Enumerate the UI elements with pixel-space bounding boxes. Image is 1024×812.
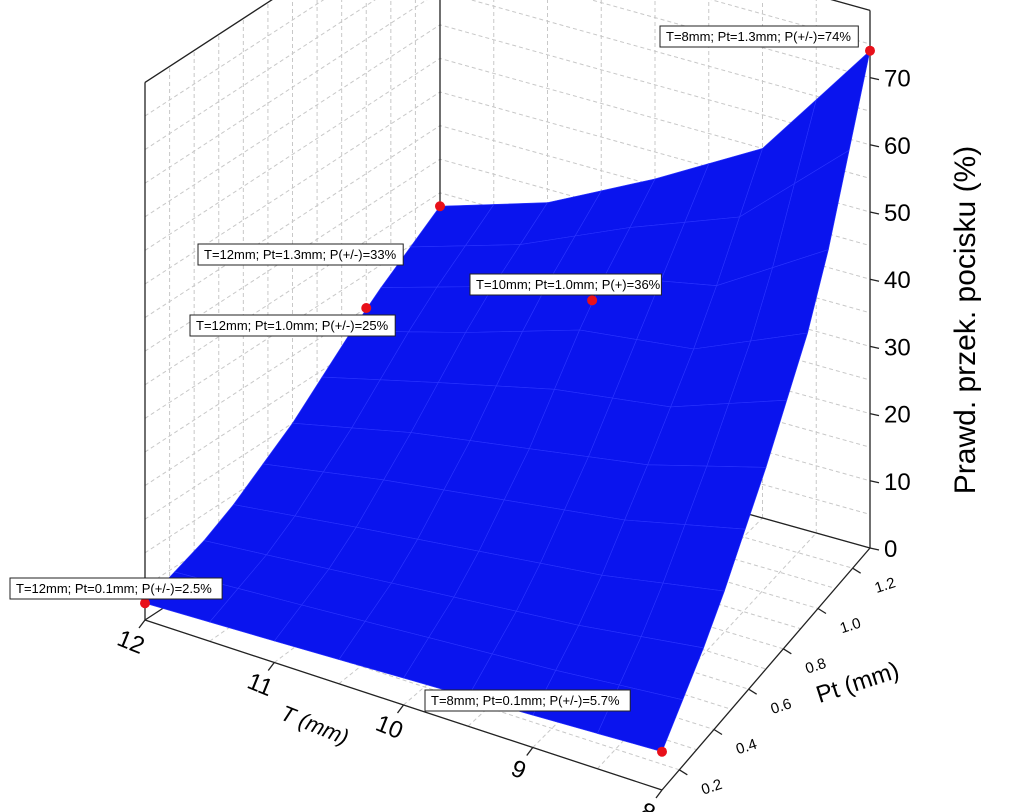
frame-edge <box>144 0 273 83</box>
annotation-labels: T=8mm; Pt=1.3mm; P(+/-)=74% T=12mm; Pt=1.… <box>9 25 859 712</box>
y-tick-mark <box>678 769 688 776</box>
z-tick-label: 30 <box>884 334 911 361</box>
z-tick-label: 0 <box>884 536 897 563</box>
annotation-point <box>587 295 598 306</box>
annotation-box <box>469 273 662 296</box>
annotation-point <box>435 201 445 212</box>
x-tick-label: 8 <box>637 797 660 812</box>
annotation-box <box>9 577 223 600</box>
annotation-box <box>659 25 859 48</box>
z-tick-mark <box>869 547 880 551</box>
annotation-label: T=8mm; Pt=0.1mm; P(+/-)=5.7% <box>431 693 620 708</box>
y-tick-mark <box>713 728 723 736</box>
z-tick-label: 70 <box>884 66 911 93</box>
z-tick-mark <box>869 480 880 484</box>
y-tick-label: 0.6 <box>769 695 794 718</box>
x-tick-mark <box>396 704 405 714</box>
annotation-callout: T=12mm; Pt=0.1mm; P(+/-)=2.5% <box>9 577 223 600</box>
x-tick-label: 9 <box>507 755 530 785</box>
floor-gridline-pt <box>169 603 680 771</box>
y-tick-mark <box>817 607 827 615</box>
x-tick-mark <box>655 789 663 799</box>
annotation-point <box>140 598 150 609</box>
surface-plot <box>144 49 871 753</box>
annotation-points <box>140 45 875 757</box>
x-tick-label: 10 <box>372 710 407 745</box>
y-tick-label: 1.2 <box>873 574 898 597</box>
y-tick-label: 0.2 <box>699 776 724 799</box>
y-tick-label: 1.0 <box>838 615 863 638</box>
annotation-callout: T=8mm; Pt=1.3mm; P(+/-)=74% <box>659 25 859 48</box>
annotation-point <box>657 746 667 757</box>
annotation-callout: T=8mm; Pt=0.1mm; P(+/-)=5.7% <box>424 689 631 712</box>
z-tick-mark <box>869 412 880 417</box>
z-tick-label: 60 <box>884 133 911 160</box>
annotation-box <box>189 314 396 337</box>
z-tick-mark <box>869 345 880 350</box>
y-tick-mark <box>748 688 758 695</box>
annotation-box <box>424 689 631 712</box>
x-tick-mark <box>267 662 275 671</box>
y-axis-title: Pt (mm) <box>813 657 902 709</box>
y-tick-label: 0.8 <box>803 655 828 678</box>
annotation-label: T=10mm; Pt=1.0mm; P(+)=36% <box>476 277 661 292</box>
frame-edge <box>661 547 871 791</box>
annotation-callout: T=10mm; Pt=1.0mm; P(+)=36% <box>469 273 662 296</box>
x-tick-mark <box>526 747 534 756</box>
y-tick-mark <box>852 567 862 574</box>
z-axis-title: Prawd. przek. pocisku (%) <box>949 146 982 494</box>
z-tick-label: 50 <box>884 200 911 227</box>
z-tick-mark <box>869 76 880 81</box>
annotation-callout: T=12mm; Pt=1.0mm; P(+/-)=25% <box>189 314 396 337</box>
x-tick-label: 11 <box>243 668 276 702</box>
z-tick-label: 40 <box>884 267 911 294</box>
annotation-callout: T=12mm; Pt=1.3mm; P(+/-)=33% <box>197 243 404 266</box>
floor-gridline-t <box>597 532 817 770</box>
y-tick-mark <box>782 648 792 655</box>
annotation-label: T=12mm; Pt=1.0mm; P(+/-)=25% <box>196 318 389 333</box>
annotation-point <box>361 303 372 313</box>
x-tick-mark <box>138 619 146 629</box>
y-tick-label: 0.4 <box>734 736 759 759</box>
annotation-box <box>197 243 404 266</box>
x-axis-title: T (mm) <box>277 700 352 750</box>
z-tick-label: 20 <box>884 402 911 429</box>
z-tick-label: 10 <box>884 469 911 496</box>
z-tick-mark <box>869 144 880 148</box>
annotation-label: T=12mm; Pt=0.1mm; P(+/-)=2.5% <box>16 581 212 596</box>
annotation-label: T=12mm; Pt=1.3mm; P(+/-)=33% <box>204 247 397 262</box>
x-tick-label: 12 <box>113 625 148 660</box>
z-tick-mark <box>869 211 880 215</box>
z-tick-mark <box>869 278 880 282</box>
annotation-point <box>865 45 875 56</box>
annotation-label: T=8mm; Pt=1.3mm; P(+/-)=74% <box>666 29 851 44</box>
